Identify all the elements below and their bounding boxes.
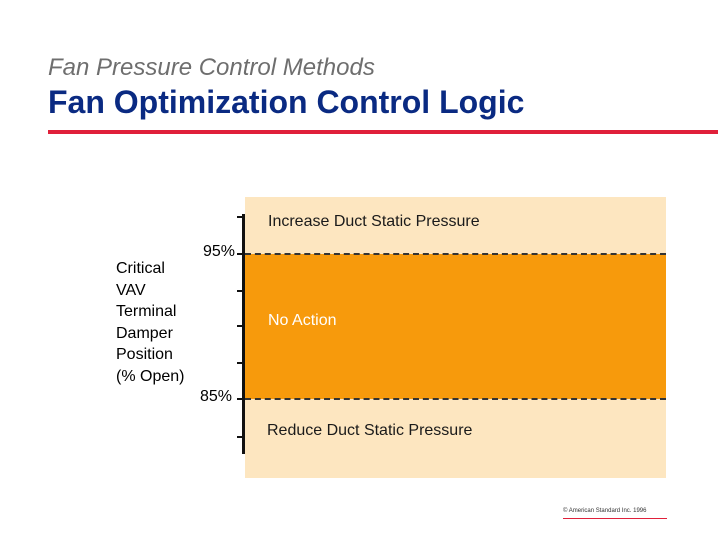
slide-title: Fan Optimization Control Logic bbox=[48, 84, 525, 120]
upper-threshold-label: 95% bbox=[203, 243, 236, 260]
axis-title-line: Critical bbox=[116, 260, 165, 277]
lower-threshold-label: 85% bbox=[200, 388, 233, 405]
axis-title-line: (% Open) bbox=[116, 367, 185, 385]
axis-title-line: Terminal bbox=[116, 303, 177, 320]
axis-title-line: Damper bbox=[116, 324, 173, 342]
title-divider bbox=[48, 130, 718, 134]
copyright-text: © American Standard Inc. 1996 bbox=[563, 508, 647, 514]
axis-title-line: Position bbox=[116, 346, 173, 363]
axis-tick bbox=[237, 290, 243, 292]
axis-tick bbox=[237, 362, 243, 364]
lower-threshold-line bbox=[245, 398, 666, 400]
upper-threshold-line bbox=[245, 253, 666, 255]
no-action-zone-label: No Action bbox=[268, 312, 337, 329]
no-action-band bbox=[245, 254, 666, 399]
axis-tick bbox=[237, 253, 243, 255]
copyright-rule bbox=[563, 518, 667, 519]
axis-tick bbox=[237, 398, 243, 400]
slide-subtitle: Fan Pressure Control Methods bbox=[48, 54, 375, 81]
axis-tick bbox=[237, 436, 243, 438]
vertical-axis bbox=[242, 214, 245, 454]
reduce-zone-label: Reduce Duct Static Pressure bbox=[267, 422, 473, 439]
axis-tick bbox=[237, 325, 243, 327]
axis-tick bbox=[237, 216, 243, 218]
axis-title-line: VAV bbox=[116, 281, 146, 299]
increase-zone-label: Increase Duct Static Pressure bbox=[268, 213, 480, 230]
axis-title: Critical VAV Terminal Damper Position (%… bbox=[116, 258, 184, 387]
